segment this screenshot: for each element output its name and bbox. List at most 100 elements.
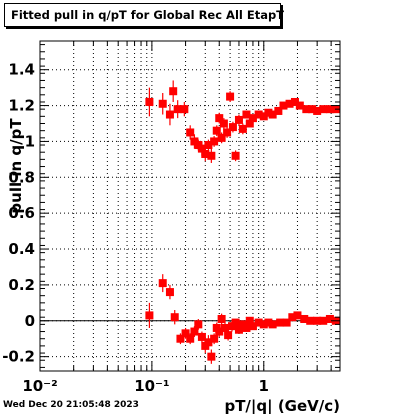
marker xyxy=(165,288,174,297)
data-point xyxy=(302,105,311,114)
marker xyxy=(313,316,322,325)
data-point xyxy=(231,150,240,162)
data-point xyxy=(276,318,285,327)
marker xyxy=(268,110,277,119)
marker xyxy=(231,318,240,327)
marker xyxy=(158,279,167,288)
data-point xyxy=(228,121,237,133)
data-point xyxy=(325,105,334,114)
data-point xyxy=(226,91,235,102)
data-point xyxy=(219,118,228,129)
data-point xyxy=(248,322,257,331)
data-point xyxy=(181,327,190,339)
data-point xyxy=(180,101,189,117)
data-point xyxy=(165,103,174,126)
data-point xyxy=(264,108,273,117)
data-point xyxy=(279,101,288,110)
y-axis-title: pull in q/pT xyxy=(7,118,25,214)
marker xyxy=(220,323,229,332)
data-point xyxy=(194,318,203,330)
marker xyxy=(259,320,268,329)
data-point xyxy=(300,314,309,323)
data-point xyxy=(204,335,213,350)
marker xyxy=(268,320,277,329)
marker xyxy=(279,101,288,110)
data-point xyxy=(169,80,178,102)
data-point xyxy=(217,132,226,144)
marker xyxy=(204,338,213,347)
marker xyxy=(223,128,232,137)
marker xyxy=(254,318,263,327)
data-point xyxy=(306,316,315,325)
marker xyxy=(145,97,154,106)
marker xyxy=(313,106,322,115)
marker xyxy=(234,115,243,124)
marker xyxy=(180,105,189,114)
marker xyxy=(169,87,178,96)
data-points xyxy=(145,80,340,364)
axis-ticks xyxy=(39,41,340,371)
data-point xyxy=(207,148,216,163)
chart-title: Fitted pull in q/pT for Global Rec All E… xyxy=(4,3,284,27)
marker xyxy=(285,99,294,108)
marker xyxy=(215,114,224,123)
data-point xyxy=(319,105,328,114)
data-point xyxy=(254,110,263,119)
data-point xyxy=(238,123,247,135)
y-tick-label: 0.8 xyxy=(8,168,35,186)
data-point xyxy=(274,106,283,115)
data-point xyxy=(217,313,226,325)
marker xyxy=(264,108,273,117)
marker xyxy=(181,329,190,338)
data-point xyxy=(268,320,277,329)
data-point xyxy=(215,326,224,337)
x-axis-title: pT/|q| (GeV/c) xyxy=(224,397,340,414)
marker xyxy=(145,311,154,320)
data-point xyxy=(207,349,216,364)
y-tick-label: 1.4 xyxy=(8,61,35,79)
y-tick-label: 1 xyxy=(25,132,35,150)
data-point xyxy=(325,314,334,323)
marker xyxy=(197,144,206,153)
marker xyxy=(210,334,219,343)
marker xyxy=(274,106,283,115)
data-point xyxy=(201,146,210,162)
marker xyxy=(308,105,317,114)
marker xyxy=(197,332,206,341)
marker xyxy=(293,311,302,320)
marker xyxy=(224,331,233,340)
y-tick-label: -0.2 xyxy=(2,348,35,366)
data-point xyxy=(290,97,299,106)
data-point xyxy=(176,333,185,345)
data-point xyxy=(234,114,243,126)
marker xyxy=(325,314,334,323)
x-tick-label: 1 xyxy=(259,377,269,395)
marker xyxy=(215,327,224,336)
marker xyxy=(207,151,216,160)
marker xyxy=(238,124,247,133)
x-tick-label: 10⁻¹ xyxy=(134,377,169,395)
marker xyxy=(264,318,273,327)
marker xyxy=(204,141,213,150)
data-point xyxy=(319,316,328,325)
marker xyxy=(325,105,334,114)
marker xyxy=(217,314,226,323)
data-point xyxy=(170,310,179,325)
marker xyxy=(302,105,311,114)
marker xyxy=(319,105,328,114)
marker xyxy=(319,316,328,325)
data-point xyxy=(215,112,224,124)
y-tick-label: 0.6 xyxy=(8,204,35,222)
data-point xyxy=(210,136,219,147)
marker xyxy=(165,110,174,119)
marker xyxy=(173,105,182,114)
data-point xyxy=(259,320,268,329)
data-point xyxy=(197,331,206,343)
marker xyxy=(254,110,263,119)
data-point xyxy=(242,110,251,119)
marker xyxy=(212,126,221,135)
marker xyxy=(158,99,167,108)
data-point xyxy=(212,125,221,137)
data-point xyxy=(186,125,195,140)
